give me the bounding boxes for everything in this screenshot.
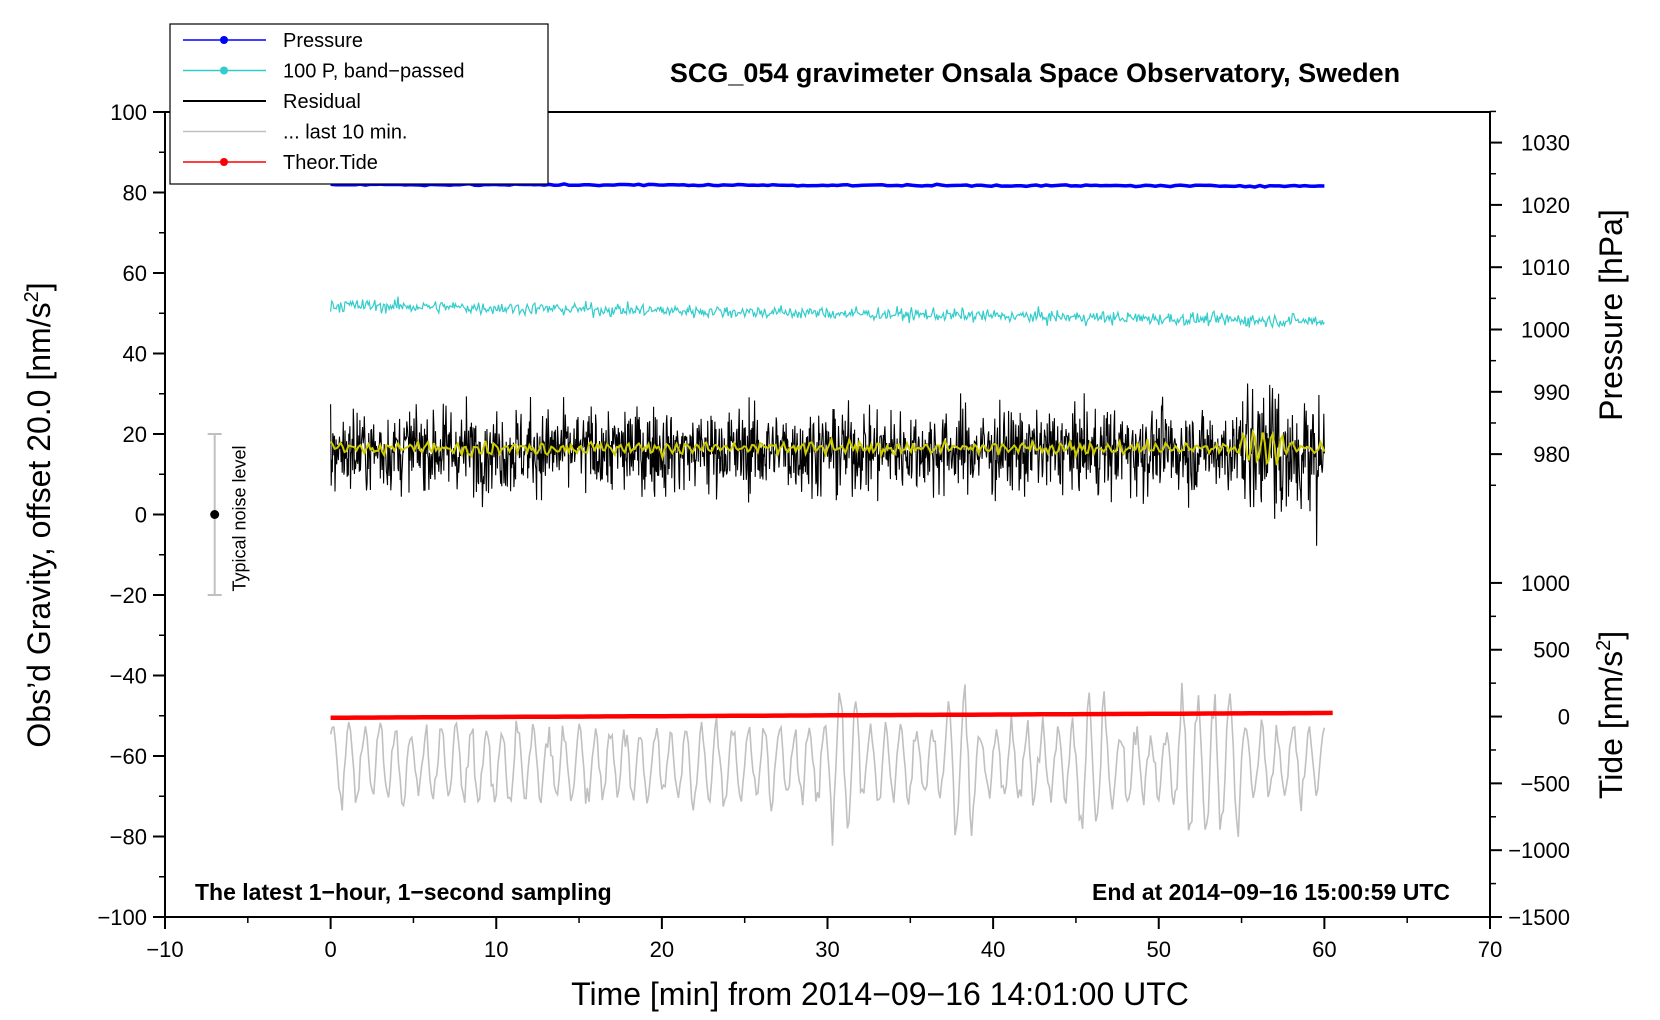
legend-marker xyxy=(220,66,228,75)
y-tick-label: 20 xyxy=(123,422,147,447)
legend-box xyxy=(169,23,549,185)
y-axis-title-left-sup: 2 xyxy=(21,291,43,302)
series-band-passed-pressure xyxy=(330,296,1325,330)
y-tick-label: −20 xyxy=(110,583,147,608)
pressure-tick-label: 1010 xyxy=(1521,255,1570,280)
tide-axis-title: Tide [nm/s2] xyxy=(1593,631,1629,799)
noise-level-label: Typical noise level xyxy=(230,445,250,591)
tide-tick-label: 500 xyxy=(1533,638,1570,663)
x-tick-label: 60 xyxy=(1312,937,1336,962)
tide-tick-label: −500 xyxy=(1520,771,1570,796)
tide-tick-label: −1000 xyxy=(1508,838,1570,863)
y-tick-label: 100 xyxy=(110,100,147,125)
pressure-tick-label: 1030 xyxy=(1521,131,1570,156)
x-tick-label: 40 xyxy=(981,937,1005,962)
y-axis-title-left-end: ] xyxy=(21,282,57,291)
pressure-axis-title: Pressure [hPa] xyxy=(1593,209,1629,421)
pressure-axis-ticks: 1030 1020 1010 1000 990 980 xyxy=(1490,110,1570,487)
x-tick-label: −10 xyxy=(146,937,183,962)
tide-axis-title-main: Tide [nm/s xyxy=(1593,651,1629,799)
x-axis-ticks: −10 0 10 20 30 40 50 60 70 xyxy=(146,917,1502,962)
noise-bar xyxy=(207,433,222,596)
y-axis-ticks: 100 80 60 40 20 0 −20 −40 −60 −80 −100 xyxy=(97,100,165,930)
tide-axis-title-end: ] xyxy=(1593,631,1629,640)
legend-marker xyxy=(220,36,228,44)
y-tick-label: 40 xyxy=(123,342,147,367)
annotation-bottom-left: The latest 1−hour, 1−second sampling xyxy=(195,879,612,905)
series-layer xyxy=(329,182,1333,846)
y-tick-label: 0 xyxy=(135,503,147,528)
tide-axis-title-sup: 2 xyxy=(1593,640,1615,651)
noise-bar-center-dot xyxy=(210,510,220,519)
y-tick-label: 60 xyxy=(123,261,147,286)
y-tick-label: −80 xyxy=(110,825,147,850)
x-tick-label: 0 xyxy=(325,937,337,962)
series-smoothed-residual xyxy=(329,428,1326,466)
y-tick-label: −40 xyxy=(110,664,147,689)
tide-axis-ticks: 1000 500 0 −500 −1000 −1500 xyxy=(1490,571,1570,930)
y-axis-title-left-main: Obs’d Gravity, offset 20.0 [nm/s xyxy=(21,302,57,747)
legend-label: 100 P, band−passed xyxy=(283,61,464,83)
legend-label: Pressure xyxy=(283,30,363,52)
series-last-10-min xyxy=(329,682,1326,846)
pressure-tick-label: 1000 xyxy=(1521,318,1570,343)
x-tick-label: 70 xyxy=(1478,937,1502,962)
legend-label: ... last 10 min. xyxy=(283,122,408,144)
x-axis-title: Time [min] from 2014−09−16 14:01:00 UTC xyxy=(571,976,1189,1012)
x-tick-label: 50 xyxy=(1147,937,1171,962)
series-residual xyxy=(330,383,1325,546)
annotation-bottom-right: End at 2014−09−16 15:00:59 UTC xyxy=(1092,879,1450,905)
x-tick-label: 20 xyxy=(650,937,674,962)
y-tick-label: −100 xyxy=(97,905,147,930)
pressure-tick-label: 980 xyxy=(1533,442,1570,467)
pressure-tick-label: 1020 xyxy=(1521,193,1570,218)
chart-title: SCG_054 gravimeter Onsala Space Observat… xyxy=(670,58,1400,88)
plot-frame xyxy=(164,111,1491,918)
x-tick-label: 30 xyxy=(815,937,839,962)
legend-label: Residual xyxy=(283,91,361,113)
pressure-tick-label: 990 xyxy=(1533,380,1570,405)
legend: Pressure 100 P, band−passed Residual ... la… xyxy=(169,23,549,185)
tide-tick-label: −1500 xyxy=(1508,905,1570,930)
legend-label: Theor.Tide xyxy=(283,152,378,174)
y-tick-label: 80 xyxy=(123,181,147,206)
tide-tick-label: 0 xyxy=(1558,705,1570,730)
series-theor-tide xyxy=(330,710,1333,721)
tide-tick-label: 1000 xyxy=(1521,571,1570,596)
legend-marker xyxy=(220,158,228,166)
y-axis-title-left: Obs’d Gravity, offset 20.0 [nm/s2] xyxy=(21,282,57,747)
x-tick-label: 10 xyxy=(484,937,508,962)
y-tick-label: −60 xyxy=(110,744,147,769)
